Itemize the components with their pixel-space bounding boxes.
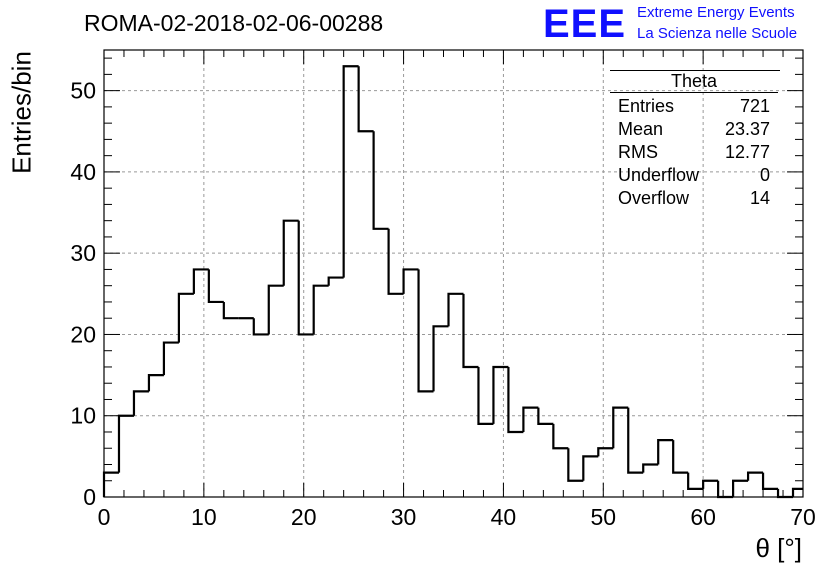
stats-top-line: [610, 70, 780, 71]
histogram-bin: [222, 301, 239, 320]
histogram-bin: [477, 366, 494, 425]
x-tick-label: 20: [291, 504, 317, 530]
histogram-bin: [117, 414, 134, 473]
histogram-bin: [357, 66, 374, 133]
histogram-bin: [252, 318, 269, 336]
stats-title: Theta: [610, 71, 778, 93]
histogram-bin: [297, 220, 314, 336]
histogram-bin: [702, 479, 719, 489]
histogram-bin: [432, 325, 449, 392]
histogram-bin: [522, 406, 539, 432]
x-tick-label: 30: [391, 504, 417, 530]
eee-logo: EEE: [543, 2, 627, 46]
stats-value: 14: [749, 188, 770, 208]
x-tick-label: 60: [690, 504, 716, 530]
histogram-bin: [627, 407, 644, 474]
histogram-bin: [732, 479, 749, 497]
x-tick-label: 0: [98, 504, 111, 530]
y-tick-label: 0: [83, 484, 96, 510]
histogram-bin: [612, 406, 629, 449]
histogram-bin: [282, 219, 299, 286]
histogram-bin: [597, 447, 614, 457]
histogram-bin: [417, 269, 434, 393]
x-tick-label: 40: [491, 504, 517, 530]
stats-value: 721: [739, 96, 770, 116]
histogram-bin: [372, 131, 389, 230]
stats-label: Overflow: [618, 188, 690, 208]
y-tick-label: 40: [70, 159, 96, 185]
logo-subtitle-1: Extreme Energy Events: [637, 4, 795, 21]
x-tick-label: 70: [790, 504, 816, 530]
histogram-bin: [776, 488, 794, 499]
axis-ticks: [103, 50, 804, 498]
histogram-bin: [492, 365, 509, 424]
histogram-bin: [462, 293, 479, 369]
y-tick-label: 20: [70, 321, 96, 347]
y-tick-label: 50: [70, 78, 96, 104]
histogram-bin: [657, 439, 674, 465]
stats-row-underflow: Underflow 0: [610, 164, 778, 187]
x-axis-label: θ [°]: [755, 533, 802, 563]
histogram-bin: [791, 487, 803, 497]
y-tick-label: 10: [70, 403, 96, 429]
histogram-bin: [342, 65, 359, 278]
histogram-bin: [387, 228, 404, 295]
y-tick-label: 30: [70, 240, 96, 266]
histogram-bin: [102, 471, 119, 497]
histogram-bin: [717, 480, 734, 499]
stats-value: 0: [759, 165, 770, 185]
stats-row-overflow: Overflow 14: [610, 187, 778, 210]
stats-label: Mean: [618, 119, 664, 139]
tick-labels: 0 10 20 30 40 50 60 70 0 10 20 30 40 50: [70, 78, 815, 530]
stats-label: Entries: [618, 96, 675, 116]
histogram-bin: [537, 407, 554, 425]
histogram-bin: [267, 284, 284, 335]
histogram-bin: [312, 284, 329, 335]
stats-row-entries: Entries 721: [610, 95, 778, 118]
grid-lines: [104, 50, 803, 497]
stats-label: RMS: [618, 142, 658, 162]
histogram-bin: [507, 366, 524, 434]
histogram-bin: [746, 471, 764, 481]
plot-frame: [103, 49, 804, 498]
y-axis-label: Entries/bin: [6, 51, 37, 174]
stats-value: 23.37: [724, 119, 770, 139]
stats-box: Theta Entries 721 Mean 23.37 RMS 12.77 U…: [610, 70, 780, 210]
histogram-bin: [192, 268, 209, 294]
histogram-bin: [207, 269, 224, 304]
histogram-bin: [447, 292, 464, 327]
stats-value: 12.77: [724, 142, 770, 162]
histogram-bin: [672, 440, 689, 474]
x-tick-label: 50: [590, 504, 616, 530]
histogram-bin: [147, 373, 164, 392]
histogram-bin: [162, 341, 179, 376]
x-tick-label: 10: [191, 504, 217, 530]
histogram-bin: [552, 423, 569, 450]
histogram-bin: [642, 463, 659, 473]
stats-row-mean: Mean 23.37: [610, 118, 778, 141]
histogram-bin: [567, 448, 584, 482]
stats-label: Underflow: [618, 165, 700, 185]
logo-subtitle-2: La Scienza nelle Scuole: [637, 25, 798, 42]
histogram-bin: [582, 455, 599, 481]
histogram-bin: [177, 292, 194, 343]
stats-row-rms: RMS 12.77: [610, 141, 778, 164]
histogram-bin: [327, 276, 344, 286]
histogram-bin: [761, 472, 779, 490]
histogram-bin: [132, 390, 149, 416]
run-title: ROMA-02-2018-02-06-00288: [84, 10, 384, 36]
histogram-bin: [402, 268, 419, 294]
histogram-bin: [687, 472, 704, 490]
